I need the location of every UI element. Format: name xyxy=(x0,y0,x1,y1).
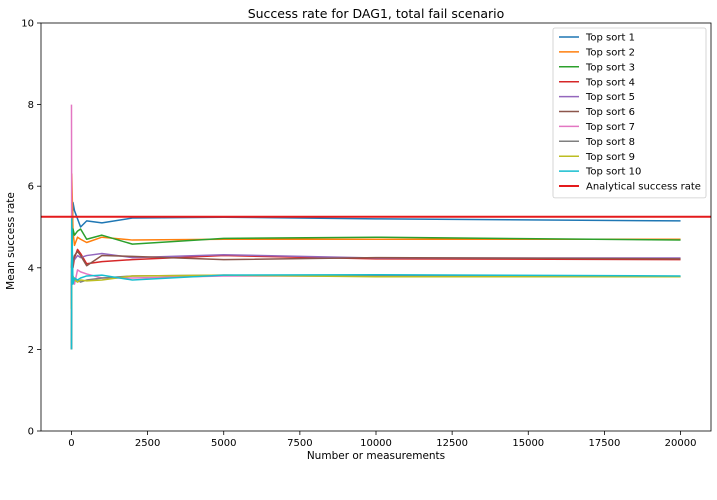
legend-label: Top sort 5 xyxy=(585,92,635,103)
x-tick-label: 20000 xyxy=(665,438,697,449)
x-axis-label: Number or measurements xyxy=(307,450,445,462)
series-line-2 xyxy=(70,173,681,350)
x-tick-label: 12500 xyxy=(436,438,468,449)
legend-label: Top sort 7 xyxy=(585,122,635,133)
y-tick-label: 6 xyxy=(28,182,34,193)
x-tick-label: 0 xyxy=(68,438,74,449)
legend: Top sort 1 Top sort 2 Top sort 3 Top sort 4… xyxy=(552,27,707,199)
legend-label: Top sort 1 xyxy=(585,33,635,44)
legend-label: Top sort 8 xyxy=(585,137,635,148)
y-tick-label: 2 xyxy=(28,345,34,356)
y-tick-label: 8 xyxy=(28,100,34,111)
y-tick-label: 10 xyxy=(21,19,34,30)
legend-label: Top sort 3 xyxy=(585,62,635,73)
legend-label: Top sort 6 xyxy=(585,107,635,118)
legend-label: Top sort 10 xyxy=(585,167,641,178)
x-tick-label: 2500 xyxy=(135,438,160,449)
x-tick-label: 7500 xyxy=(287,438,312,449)
y-tick-label: 4 xyxy=(28,263,34,274)
x-tick-label: 5000 xyxy=(211,438,236,449)
plot-area: 0 2500 5000 7500 10000 12500 15000 17500 20000 0 2… xyxy=(21,19,712,449)
legend-label: Top sort 2 xyxy=(585,48,635,59)
legend-box xyxy=(552,27,707,199)
legend-label: Top sort 9 xyxy=(585,152,635,163)
x-tick-label: 15000 xyxy=(512,438,544,449)
series-line-10 xyxy=(70,218,681,350)
x-tick-label: 10000 xyxy=(360,438,392,449)
x-tick-label: 17500 xyxy=(589,438,621,449)
y-axis-label: Mean success rate xyxy=(5,192,17,290)
legend-label: Top sort 4 xyxy=(585,77,635,88)
series-line-3 xyxy=(70,228,681,309)
legend-label: Analytical success rate xyxy=(586,182,701,193)
y-tick-label: 0 xyxy=(28,427,34,438)
chart-title: Success rate for DAG1, total fail scenar… xyxy=(248,6,505,21)
